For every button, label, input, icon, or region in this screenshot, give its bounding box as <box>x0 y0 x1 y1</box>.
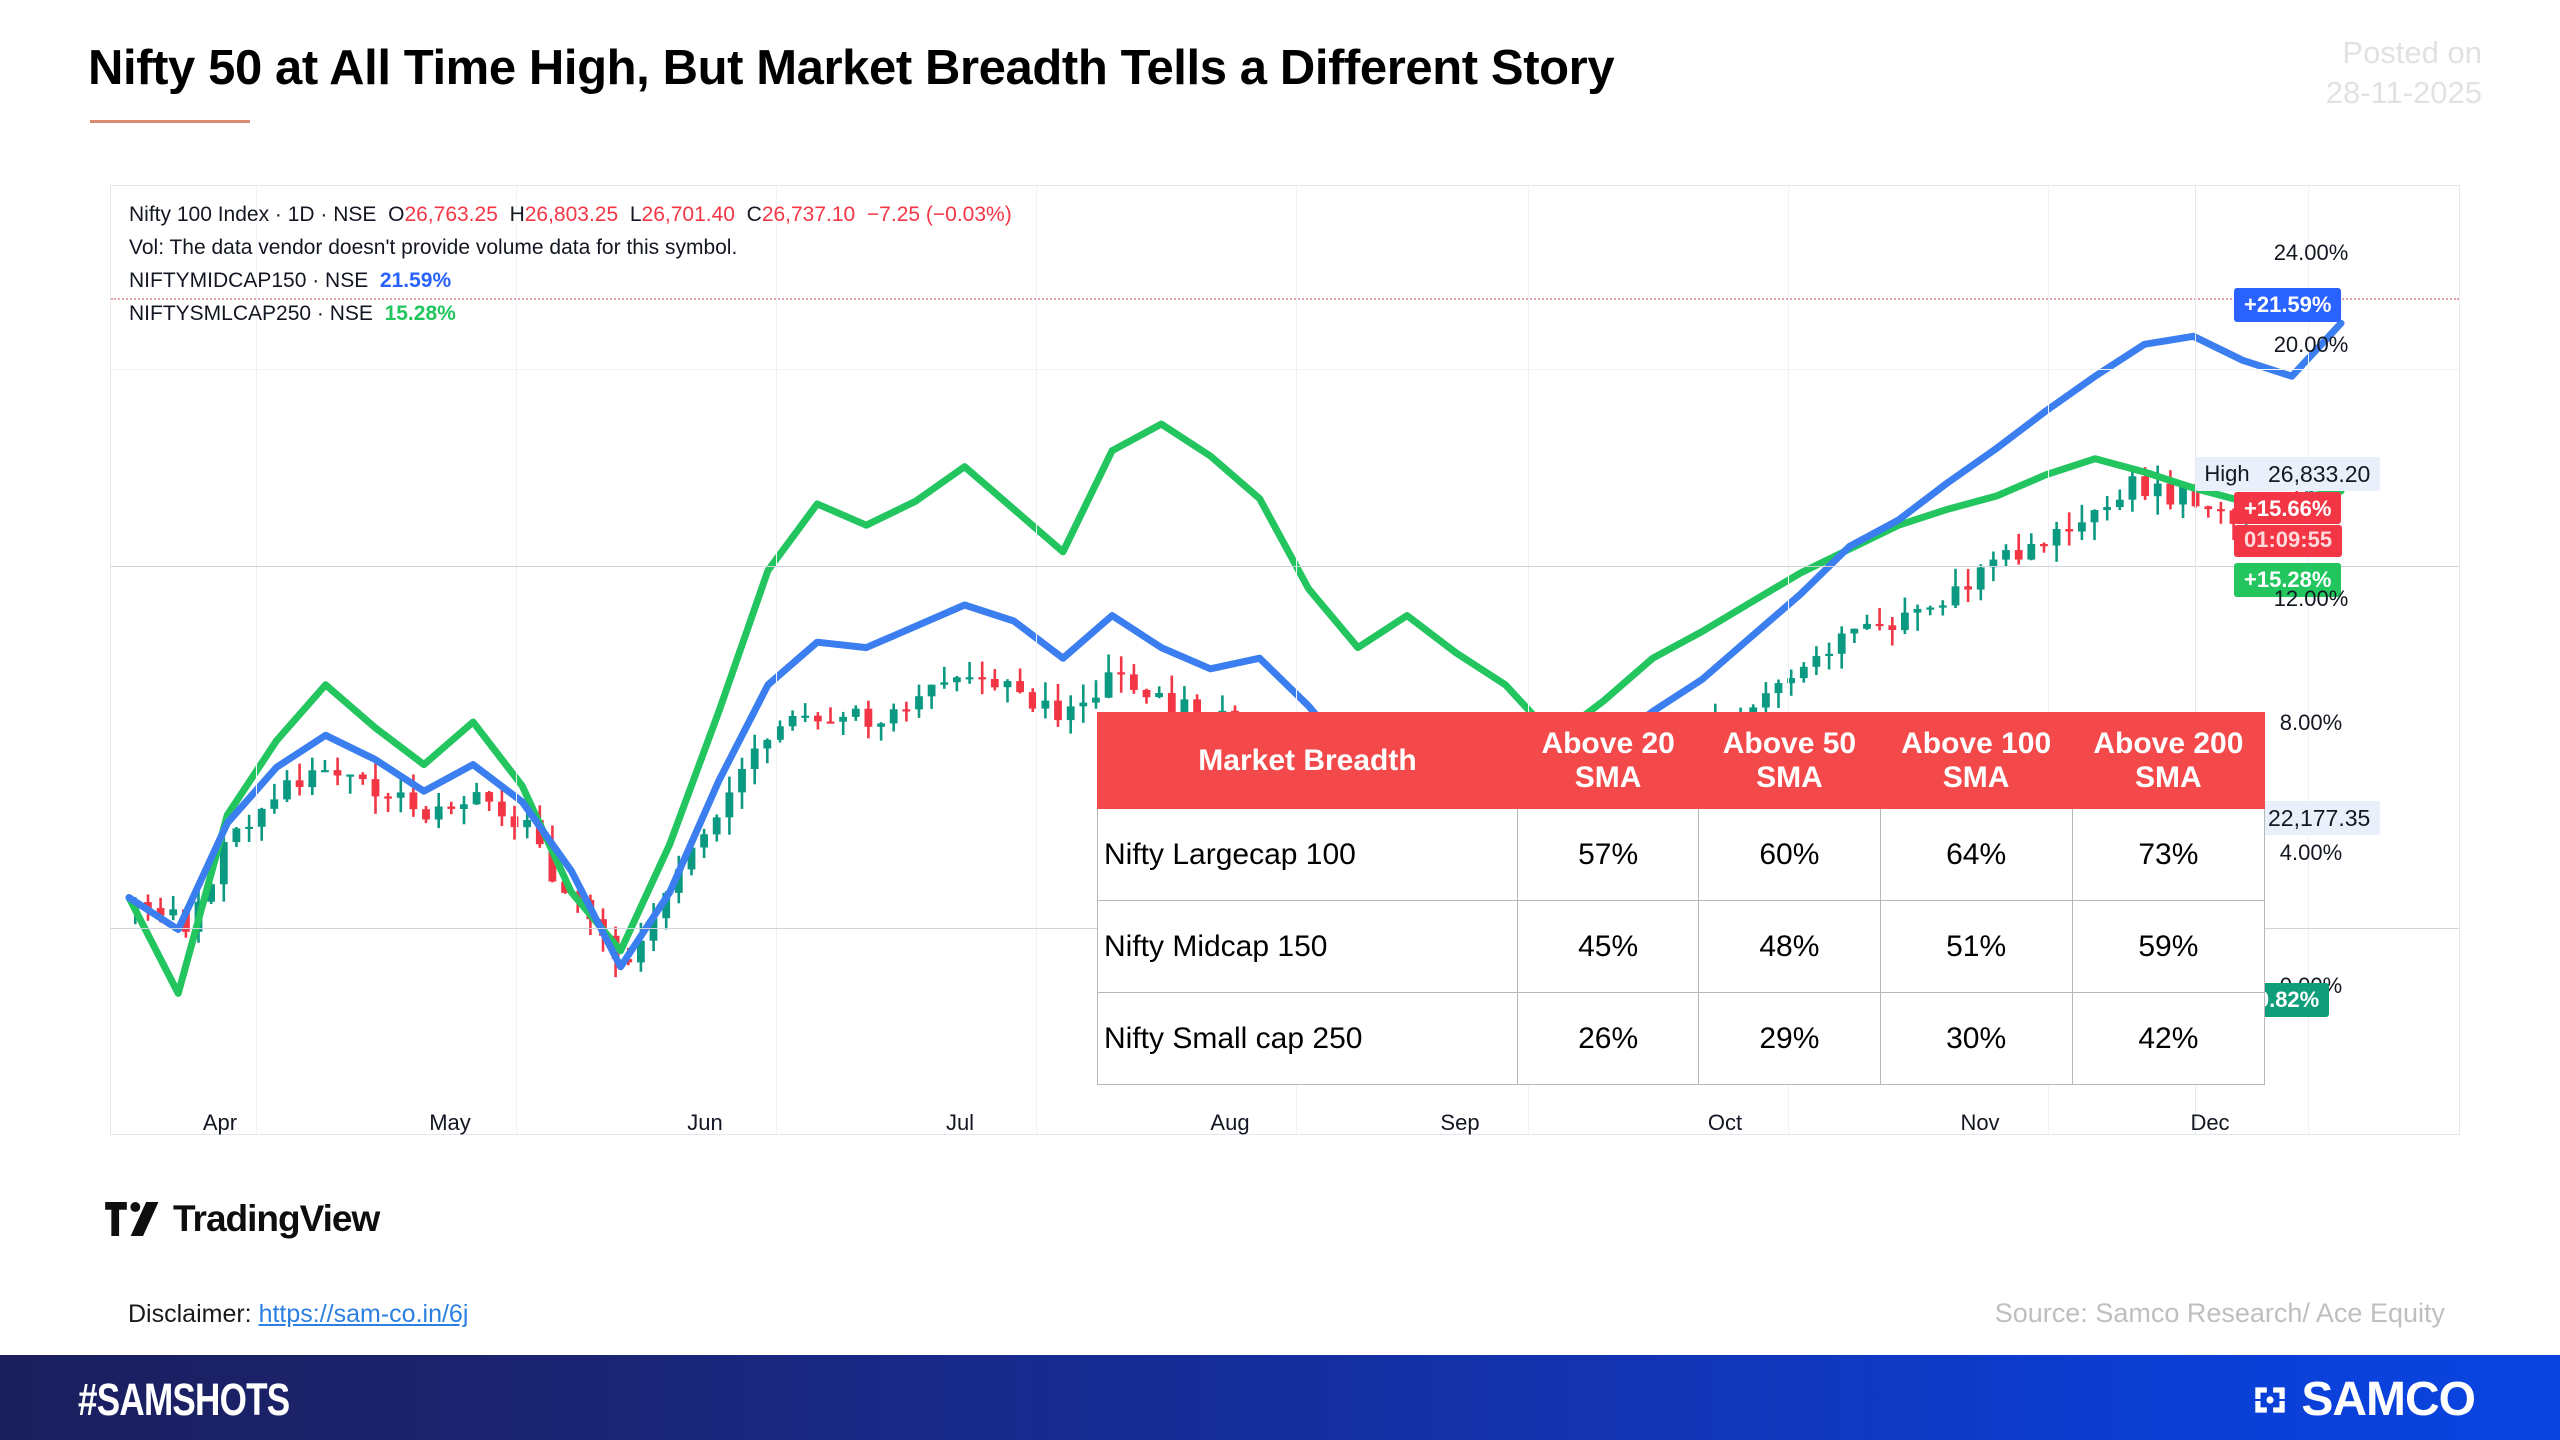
cell-above-200-sma: 59% <box>2071 900 2266 994</box>
cell-above-20-sma: 57% <box>1516 808 1700 902</box>
cell-above-100-sma: 51% <box>1879 900 2073 994</box>
time-tick-jul: Jul <box>945 1110 975 1135</box>
column-header-above-200-sma: Above 200 SMA <box>2071 711 2266 810</box>
legend-low-value: 26,701.40 <box>641 203 735 226</box>
tradingview-logo[interactable]: TradingView <box>105 1198 380 1240</box>
time-tick-apr: Apr <box>202 1110 238 1135</box>
legend-high-value: 26,803.25 <box>524 203 619 226</box>
cell-above-50-sma: 60% <box>1698 808 1881 902</box>
cell-above-20-sma: 26% <box>1516 992 1700 1086</box>
gridline-vertical <box>1036 186 1037 1134</box>
table-row: Nifty Midcap 150 45% 48% 51% 59% <box>1097 900 2266 994</box>
gridline-vertical <box>256 186 257 1134</box>
column-header-above-50-sma: Above 50 SMA <box>1698 711 1881 810</box>
samco-swastika-icon <box>2249 1379 2291 1421</box>
smallcap-line-series <box>125 420 2345 997</box>
gridline-vertical <box>1788 186 1789 1134</box>
tradingview-wordmark: TradingView <box>173 1198 380 1239</box>
posted-on-block: Posted on 28-11-2025 <box>2326 33 2482 113</box>
cell-above-50-sma: 48% <box>1698 900 1881 994</box>
time-axis[interactable]: Apr May Jun Jul Aug Sep Oct Nov Dec <box>110 1110 2460 1154</box>
row-label: Nifty Midcap 150 <box>1097 900 1518 994</box>
legend-open-value: 26,763.25 <box>404 203 498 226</box>
bottom-brand-bar <box>0 1355 2560 1440</box>
time-tick-jun: Jun <box>687 1110 723 1135</box>
cell-above-20-sma: 45% <box>1516 900 1700 994</box>
samco-logo: SAMCO <box>2249 1372 2476 1427</box>
high-price-dotted-line <box>111 298 2459 300</box>
time-tick-nov: Nov <box>1960 1110 2000 1135</box>
gridline-vertical <box>1528 186 1529 1134</box>
row-label: Nifty Small cap 250 <box>1097 992 1518 1086</box>
disclaimer-link[interactable]: https://sam-co.in/6j <box>258 1300 469 1328</box>
time-tick-may: May <box>429 1110 471 1135</box>
posted-on-date: 28-11-2025 <box>2325 75 2482 110</box>
disclaimer-label: Disclaimer: <box>128 1300 252 1328</box>
table-row: Nifty Small cap 250 26% 29% 30% 42% <box>1097 992 2266 1086</box>
gridline-vertical <box>1296 186 1297 1134</box>
table-row: Nifty Largecap 100 57% 60% 64% 73% <box>1097 808 2266 902</box>
legend-ohlc-line: Nifty 100 Index · 1D · NSE O26,763.25 H2… <box>129 198 1012 231</box>
time-tick-aug: Aug <box>1210 1110 1250 1135</box>
column-header-above-100-sma: Above 100 SMA <box>1879 711 2073 810</box>
legend-series-smallcap-name: NIFTYSMLCAP250 · NSE <box>129 302 373 325</box>
posted-on-label: Posted on <box>2342 35 2482 70</box>
time-tick-dec: Dec <box>2190 1110 2230 1135</box>
legend-series-midcap-name: NIFTYMIDCAP150 · NSE <box>129 269 369 292</box>
gridline-horizontal <box>111 369 2459 370</box>
cell-above-200-sma: 73% <box>2071 808 2266 902</box>
legend-close-value: 26,737.10 <box>761 203 856 226</box>
tradingview-mark-icon <box>105 1202 161 1236</box>
legend-series-smallcap-value: 15.28% <box>384 302 456 325</box>
cell-above-50-sma: 29% <box>1698 992 1881 1086</box>
gridline-vertical <box>776 186 777 1134</box>
disclaimer: Disclaimer: https://sam-co.in/6j <box>128 1300 468 1329</box>
source-note: Source: Samco Research/ Ace Equity <box>1994 1298 2445 1328</box>
column-header-market-breadth: Market Breadth <box>1097 711 1518 810</box>
row-label: Nifty Largecap 100 <box>1097 808 1518 902</box>
legend-volume-note: Vol: The data vendor doesn't provide vol… <box>129 236 738 259</box>
cell-above-100-sma: 64% <box>1879 808 2073 902</box>
column-header-above-20-sma: Above 20 SMA <box>1516 711 1700 810</box>
gridline-vertical <box>2308 186 2309 1134</box>
time-tick-oct: Oct <box>1707 1110 1743 1135</box>
legend-series-midcap-value: 21.59% <box>379 269 452 292</box>
time-tick-sep: Sep <box>1440 1110 1480 1135</box>
hashtag-samshots: #SAMSHOTS <box>78 1374 290 1425</box>
gridline-vertical <box>2048 186 2049 1134</box>
cell-above-100-sma: 30% <box>1879 992 2073 1086</box>
table-header-row: Market Breadth Above 20 SMA Above 50 SMA… <box>1097 711 2266 810</box>
title-accent-underline <box>90 120 250 123</box>
cell-above-200-sma: 42% <box>2071 992 2266 1086</box>
legend-close-label: C <box>746 203 762 226</box>
legend-low-label: L <box>629 203 642 226</box>
chart-legend: Nifty 100 Index · 1D · NSE O26,763.25 H2… <box>129 198 1012 330</box>
legend-high-label: H <box>509 203 525 226</box>
page-title: Nifty 50 at All Time High, But Market Br… <box>88 41 1615 95</box>
samco-wordmark: SAMCO <box>2301 1373 2476 1426</box>
gridline-vertical <box>516 186 517 1134</box>
legend-open-label: O <box>388 203 405 226</box>
page-header: Nifty 50 at All Time High, But Market Br… <box>0 0 2560 140</box>
legend-series-smallcap: NIFTYSMLCAP250 · NSE 15.28% <box>129 297 1012 330</box>
gridline-zero-upper <box>111 566 2459 567</box>
legend-change-value: −7.25 (−0.03%) <box>866 203 1012 226</box>
market-breadth-table: Market Breadth Above 20 SMA Above 50 SMA… <box>1097 711 2266 1086</box>
midcap-line-series <box>125 319 2345 971</box>
legend-series-midcap: NIFTYMIDCAP150 · NSE 21.59% <box>129 264 1012 297</box>
legend-symbol: Nifty 100 Index · 1D · NSE <box>129 203 377 226</box>
